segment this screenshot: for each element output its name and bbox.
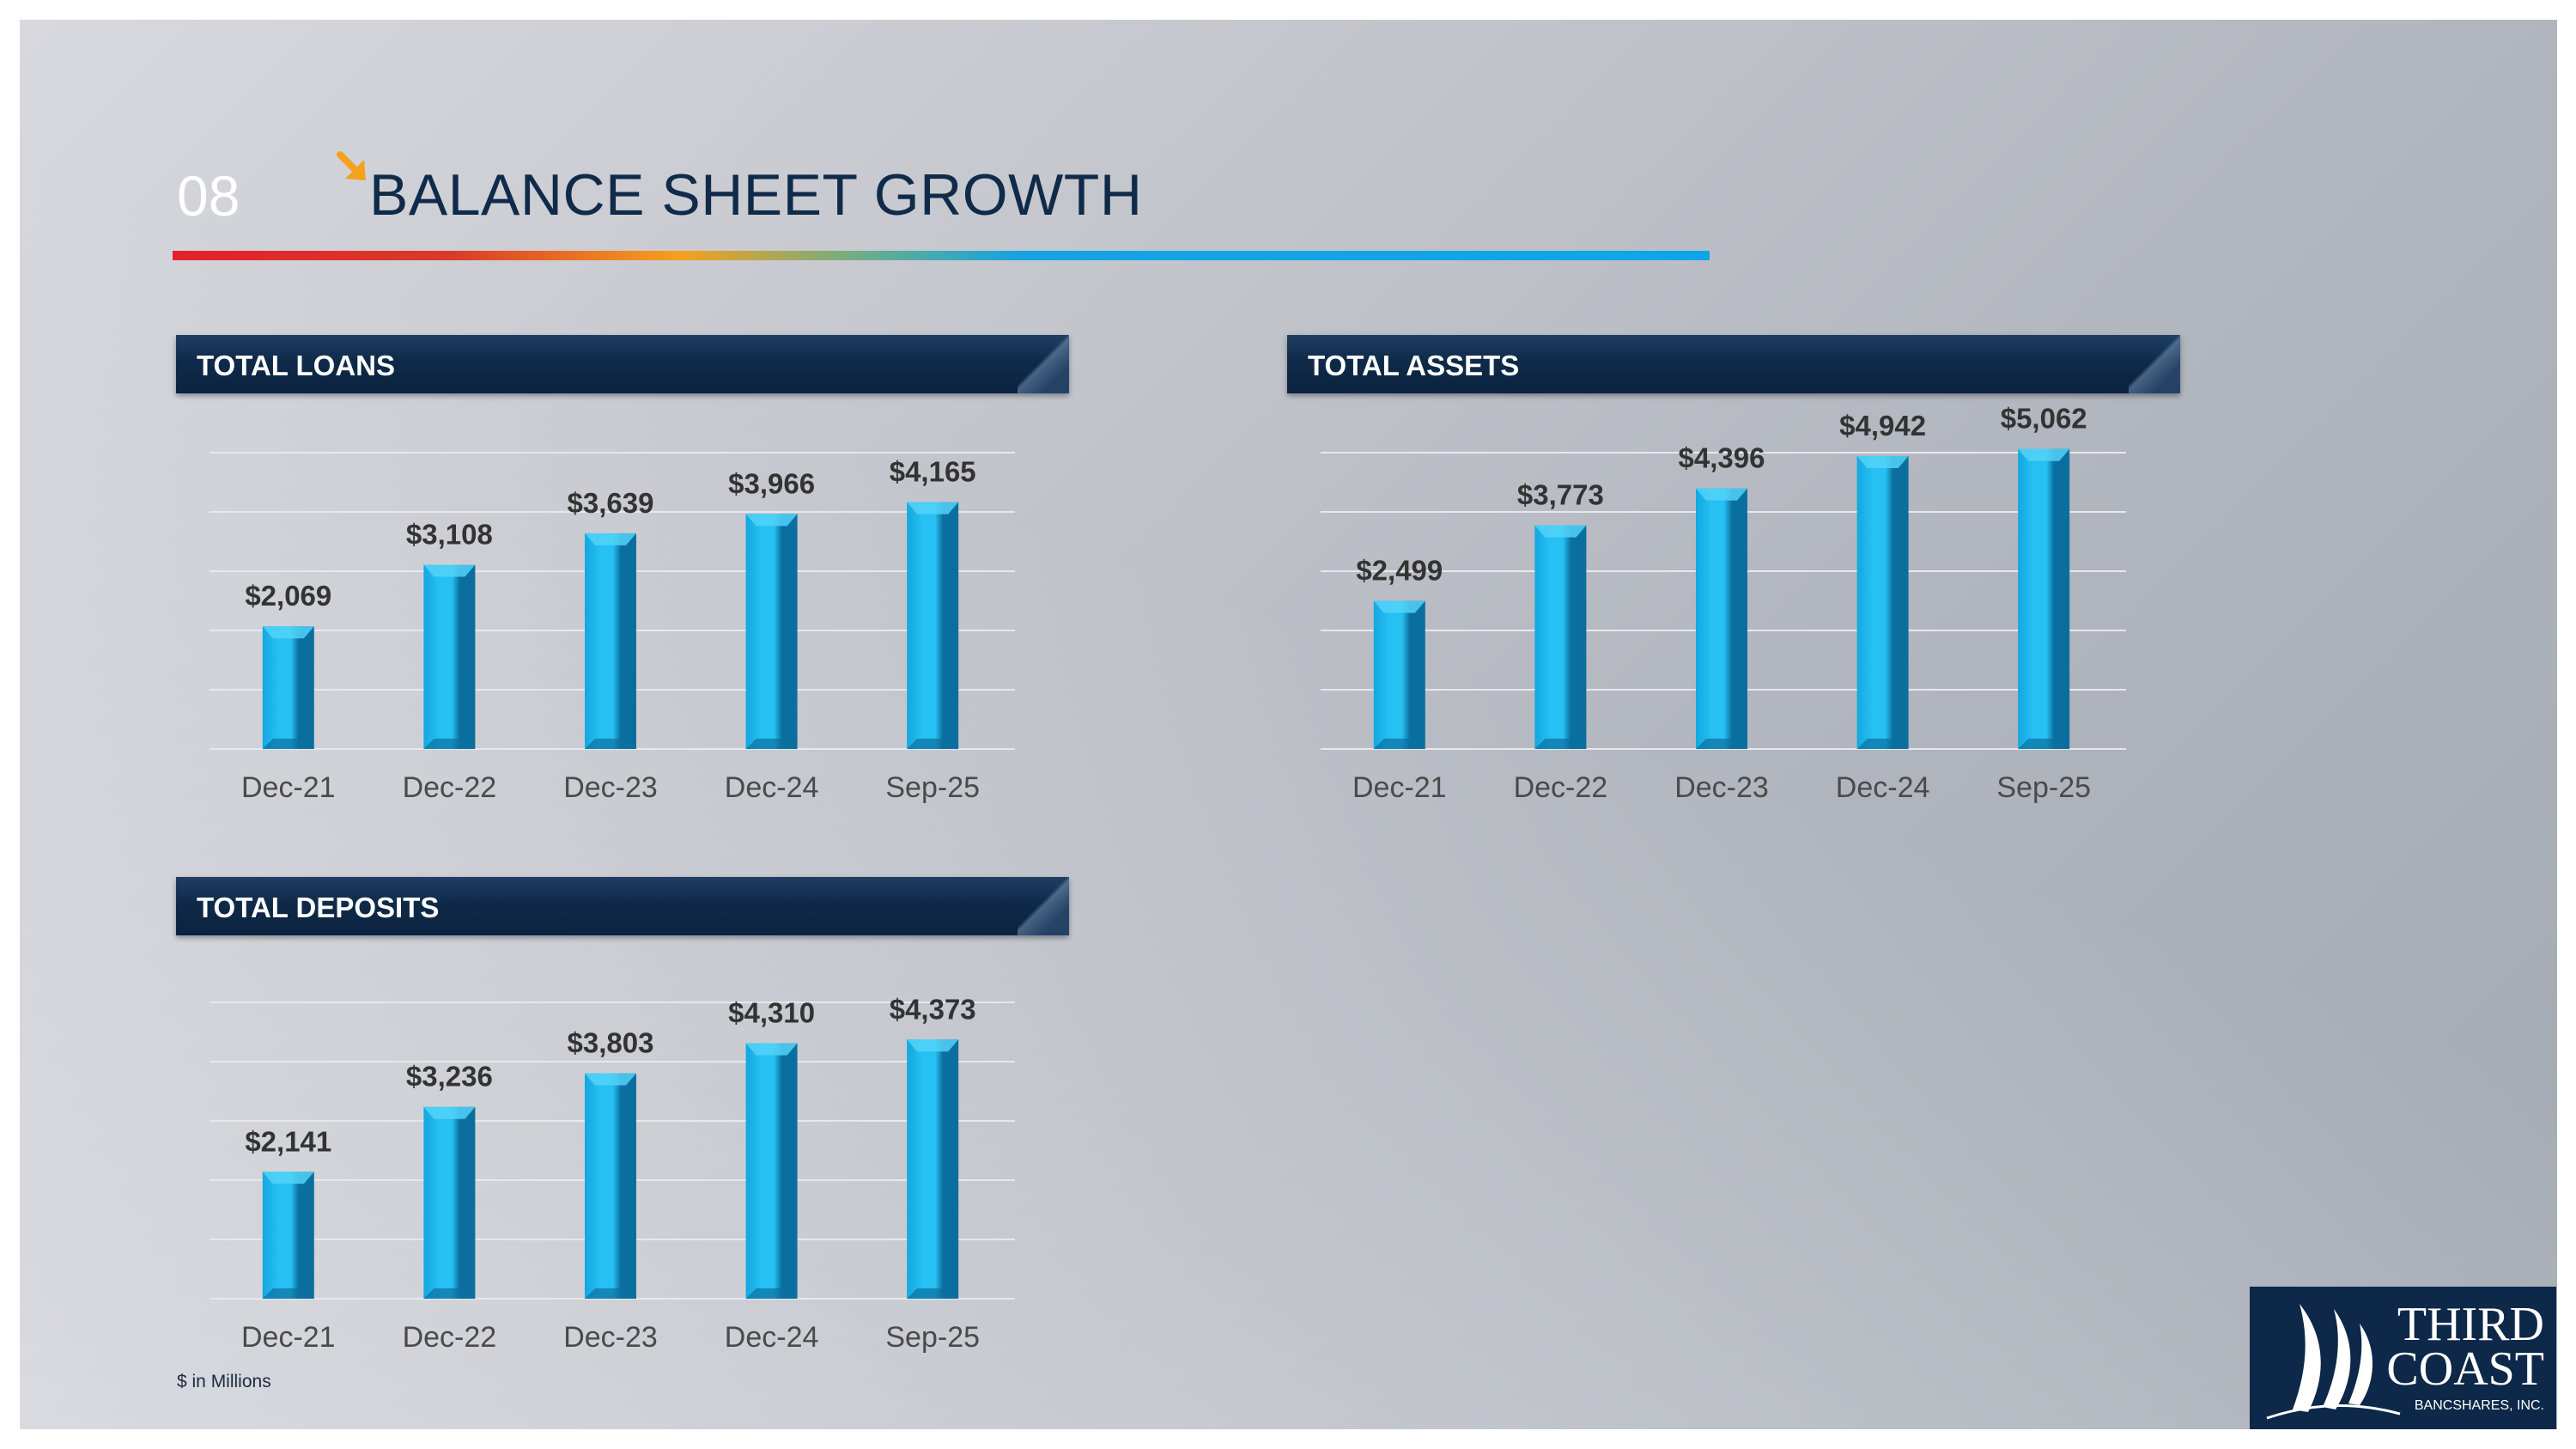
data-label: $4,396 — [1679, 442, 1765, 474]
header-bevel — [1018, 877, 1069, 935]
x-tick-label: Dec-23 — [563, 1321, 658, 1354]
x-tick-label: Dec-22 — [1514, 771, 1608, 804]
bar-top-bevel — [745, 1043, 798, 1056]
bar-top-bevel — [1534, 525, 1587, 538]
bar-top-bevel — [907, 1039, 959, 1052]
x-tick-label: Dec-23 — [1674, 771, 1769, 804]
bar-dec-24 — [1856, 456, 1909, 749]
footnote: $ in Millions — [177, 1372, 271, 1391]
bar-top-bevel — [423, 1106, 476, 1119]
x-tick-label: Dec-21 — [241, 1321, 336, 1354]
bar-dec-23 — [585, 533, 636, 749]
bar-bottom-bevel — [1373, 739, 1425, 749]
chart-total-assets: $2,499 Dec-21 $3,773 Dec-22 $4,396 Dec-23 $4,9… — [1321, 403, 2126, 804]
bar-dec-21 — [1373, 600, 1425, 749]
data-label: $4,310 — [728, 997, 815, 1029]
data-label: $5,062 — [2001, 403, 2087, 435]
bar-bottom-bevel — [745, 739, 798, 749]
data-label: $3,639 — [568, 487, 654, 519]
header-bevel — [1018, 335, 1069, 393]
header-bevel — [2129, 335, 2180, 393]
bar-sep-25 — [2018, 448, 2070, 749]
bar-top-bevel — [585, 533, 636, 545]
bar-dec-21 — [262, 1172, 314, 1299]
panel-header-total-assets: TOTAL ASSETS — [1287, 335, 2180, 393]
bar-bottom-bevel — [745, 1288, 798, 1299]
logo-word-third: THIRD — [2397, 1298, 2544, 1351]
bar-sep-25 — [907, 1039, 959, 1299]
bar-dec-22 — [423, 564, 476, 749]
data-label: $2,499 — [1356, 555, 1443, 587]
bar-bottom-bevel — [1696, 739, 1747, 749]
data-label: $3,236 — [406, 1061, 493, 1093]
bar-bottom-bevel — [585, 1288, 636, 1299]
title-gradient-rule — [173, 251, 1710, 260]
bar-bottom-bevel — [1534, 739, 1587, 749]
bar-top-bevel — [1373, 600, 1425, 613]
bar-sep-25 — [907, 502, 959, 749]
bar-top-bevel — [585, 1073, 636, 1086]
bar-top-bevel — [1696, 488, 1747, 501]
panel-title: TOTAL DEPOSITS — [197, 892, 440, 923]
chart-total-loans: $2,069 Dec-21 $3,108 Dec-22 $3,639 Dec-23 $3,9… — [210, 452, 1015, 804]
bar-top-bevel — [745, 514, 798, 527]
bar-bottom-bevel — [907, 739, 959, 749]
bar-top-bevel — [1856, 456, 1909, 469]
sail-logo-icon — [2266, 1304, 2401, 1420]
panel-header-total-deposits: TOTAL DEPOSITS — [176, 877, 1069, 935]
panel-title: TOTAL LOANS — [197, 350, 395, 381]
bar-top-bevel — [907, 502, 959, 514]
panel-header-total-loans: TOTAL LOANS — [176, 335, 1069, 393]
slide-number: 08 — [177, 164, 240, 228]
bar-dec-23 — [585, 1073, 636, 1299]
x-tick-label: Sep-25 — [1996, 771, 2091, 804]
x-tick-label: Dec-23 — [563, 771, 658, 804]
bar-dec-24 — [745, 514, 798, 749]
bar-bottom-bevel — [1856, 739, 1909, 749]
bar-bottom-bevel — [262, 1288, 314, 1299]
company-logo: THIRD COAST BANCSHARES, INC. — [2250, 1287, 2556, 1429]
x-tick-label: Dec-22 — [403, 1321, 497, 1354]
data-label: $2,141 — [245, 1125, 331, 1157]
data-label: $3,773 — [1517, 479, 1604, 511]
bar-top-bevel — [262, 1172, 314, 1184]
data-label: $4,165 — [890, 456, 976, 488]
bar-bottom-bevel — [2018, 739, 2070, 749]
chart-total-deposits: $2,141 Dec-21 $3,236 Dec-22 $3,803 Dec-23 $4,3… — [210, 993, 1015, 1354]
bar-top-bevel — [2018, 448, 2070, 461]
bar-top-bevel — [262, 626, 314, 639]
bar-bottom-bevel — [423, 1288, 476, 1299]
panel-title: TOTAL ASSETS — [1308, 350, 1520, 381]
bar-bottom-bevel — [423, 739, 476, 749]
data-label: $4,373 — [890, 993, 976, 1025]
bar-dec-22 — [423, 1106, 476, 1299]
data-label: $4,942 — [1839, 410, 1926, 441]
bar-dec-23 — [1696, 488, 1747, 749]
x-tick-label: Sep-25 — [885, 771, 980, 804]
x-tick-label: Dec-24 — [725, 1321, 819, 1354]
data-label: $3,803 — [568, 1027, 654, 1059]
x-tick-label: Dec-24 — [1836, 771, 1930, 804]
x-tick-label: Dec-24 — [725, 771, 819, 804]
page-title: BALANCE SHEET GROWTH — [369, 162, 1143, 228]
data-label: $2,069 — [245, 580, 331, 612]
bar-bottom-bevel — [907, 1288, 959, 1299]
bar-bottom-bevel — [262, 739, 314, 749]
bar-dec-22 — [1534, 525, 1587, 749]
x-tick-label: Dec-21 — [241, 771, 336, 804]
arrow-down-right-icon — [337, 151, 366, 180]
bar-top-bevel — [423, 564, 476, 577]
data-label: $3,108 — [406, 519, 493, 551]
bar-dec-21 — [262, 626, 314, 749]
bar-dec-24 — [745, 1043, 798, 1299]
x-tick-label: Sep-25 — [885, 1321, 980, 1354]
data-label: $3,966 — [728, 467, 815, 499]
logo-word-coast: COAST — [2386, 1342, 2544, 1396]
x-tick-label: Dec-21 — [1352, 771, 1447, 804]
bar-bottom-bevel — [585, 739, 636, 749]
logo-tagline: BANCSHARES, INC. — [2414, 1398, 2544, 1413]
x-tick-label: Dec-22 — [403, 771, 497, 804]
